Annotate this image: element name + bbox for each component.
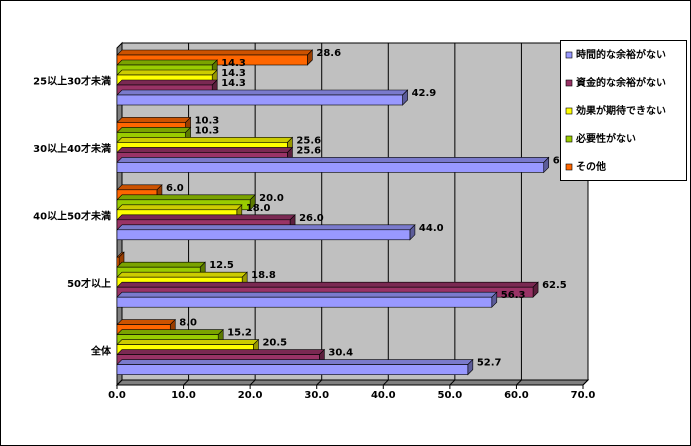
bar-top	[116, 271, 248, 278]
legend-label: 必要性がない	[575, 132, 636, 145]
bar-top	[116, 339, 260, 345]
data-label: 14.3	[221, 78, 246, 89]
grid-line	[516, 43, 522, 386]
bar-top	[116, 157, 550, 163]
y-tick-label: 全体	[90, 344, 112, 357]
legend-marker	[565, 79, 573, 87]
bar	[116, 224, 416, 241]
x-tick-label: 50.0	[438, 390, 463, 401]
bar	[116, 156, 550, 174]
grid-line	[382, 43, 389, 386]
grid-line	[449, 43, 456, 386]
data-label: 25.6	[296, 135, 321, 146]
data-label: 8.0	[179, 318, 197, 329]
bar-top	[116, 281, 539, 288]
bar-top	[116, 147, 294, 153]
x-tick-label: 0.0	[108, 390, 126, 401]
legend-label: その他	[576, 160, 606, 173]
data-label: 52.7	[477, 358, 502, 369]
bar-top	[116, 49, 314, 56]
x-tick-label: 40.0	[371, 390, 396, 401]
bar-top	[116, 224, 416, 231]
legend-marker	[565, 107, 573, 115]
data-label: 20.5	[262, 338, 287, 349]
data-label: 10.3	[195, 115, 220, 126]
data-label: 14.3	[221, 68, 246, 79]
bar-top	[116, 349, 326, 355]
x-tick-label: 70.0	[571, 390, 596, 401]
bar-top	[116, 117, 192, 123]
data-label: 20.0	[259, 193, 284, 204]
data-label: 18.0	[246, 203, 271, 214]
data-label: 14.3	[221, 58, 246, 69]
legend-marker	[565, 135, 573, 143]
bar-top	[116, 204, 243, 211]
y-tick-label: 50才以上	[67, 277, 111, 290]
bar-top	[116, 194, 256, 201]
bar-top	[116, 184, 163, 191]
bar-front	[116, 296, 493, 308]
data-label: 30.4	[328, 348, 353, 359]
y-tick-label: 25以上30才未満	[33, 75, 111, 88]
bar-front	[116, 94, 403, 106]
data-label: 12.5	[209, 260, 234, 271]
data-label: 44.0	[419, 223, 444, 234]
legend-box	[560, 40, 687, 181]
legend-marker	[565, 163, 573, 171]
legend-marker	[565, 51, 573, 59]
plot-area: 0.0 10.0 20.0 30.0 40.0 50.0 60.0 70.0 25以上30才未満…	[33, 41, 596, 401]
bar-top	[116, 79, 218, 86]
bar-front	[116, 162, 545, 173]
data-label: 15.2	[227, 328, 252, 339]
data-label: 6.0	[166, 183, 184, 194]
data-label: 26.0	[299, 213, 324, 224]
bar-top	[116, 69, 218, 76]
bar	[116, 89, 409, 106]
bar-top	[116, 261, 206, 268]
grid-line	[316, 43, 323, 386]
bar-top	[116, 127, 192, 133]
bar-top	[116, 89, 409, 96]
y-tick-label: 40以上50才未満	[33, 210, 111, 223]
bar-top	[116, 59, 218, 66]
legend-label: 時間的な余裕がない	[576, 48, 666, 61]
bar-top	[116, 291, 498, 298]
data-label: 56.3	[501, 290, 526, 301]
data-label: 62.5	[542, 280, 567, 291]
x-tick-label: 10.0	[171, 390, 196, 401]
legend-label: 資金的な余裕がない	[576, 76, 666, 89]
bar-top	[116, 137, 294, 143]
data-label: 10.3	[195, 125, 220, 136]
data-label: 42.9	[412, 88, 437, 99]
bar	[116, 358, 474, 376]
bar-top	[116, 359, 474, 365]
x-tick-label: 60.0	[504, 390, 529, 401]
data-label: 28.6	[316, 48, 341, 59]
bar	[116, 291, 498, 308]
bar-front	[116, 364, 469, 375]
legend-label: 効果が期待できない	[576, 104, 666, 117]
bar-front	[116, 229, 411, 241]
y-tick-label: 30以上40才未満	[33, 142, 111, 155]
x-tick-label: 30.0	[304, 390, 329, 401]
data-label: 25.6	[296, 145, 321, 156]
bar-top	[116, 329, 224, 335]
data-label: 18.8	[251, 270, 276, 281]
x-tick-label: 20.0	[238, 390, 263, 401]
bar-top	[116, 319, 176, 325]
bar-top	[116, 214, 296, 221]
